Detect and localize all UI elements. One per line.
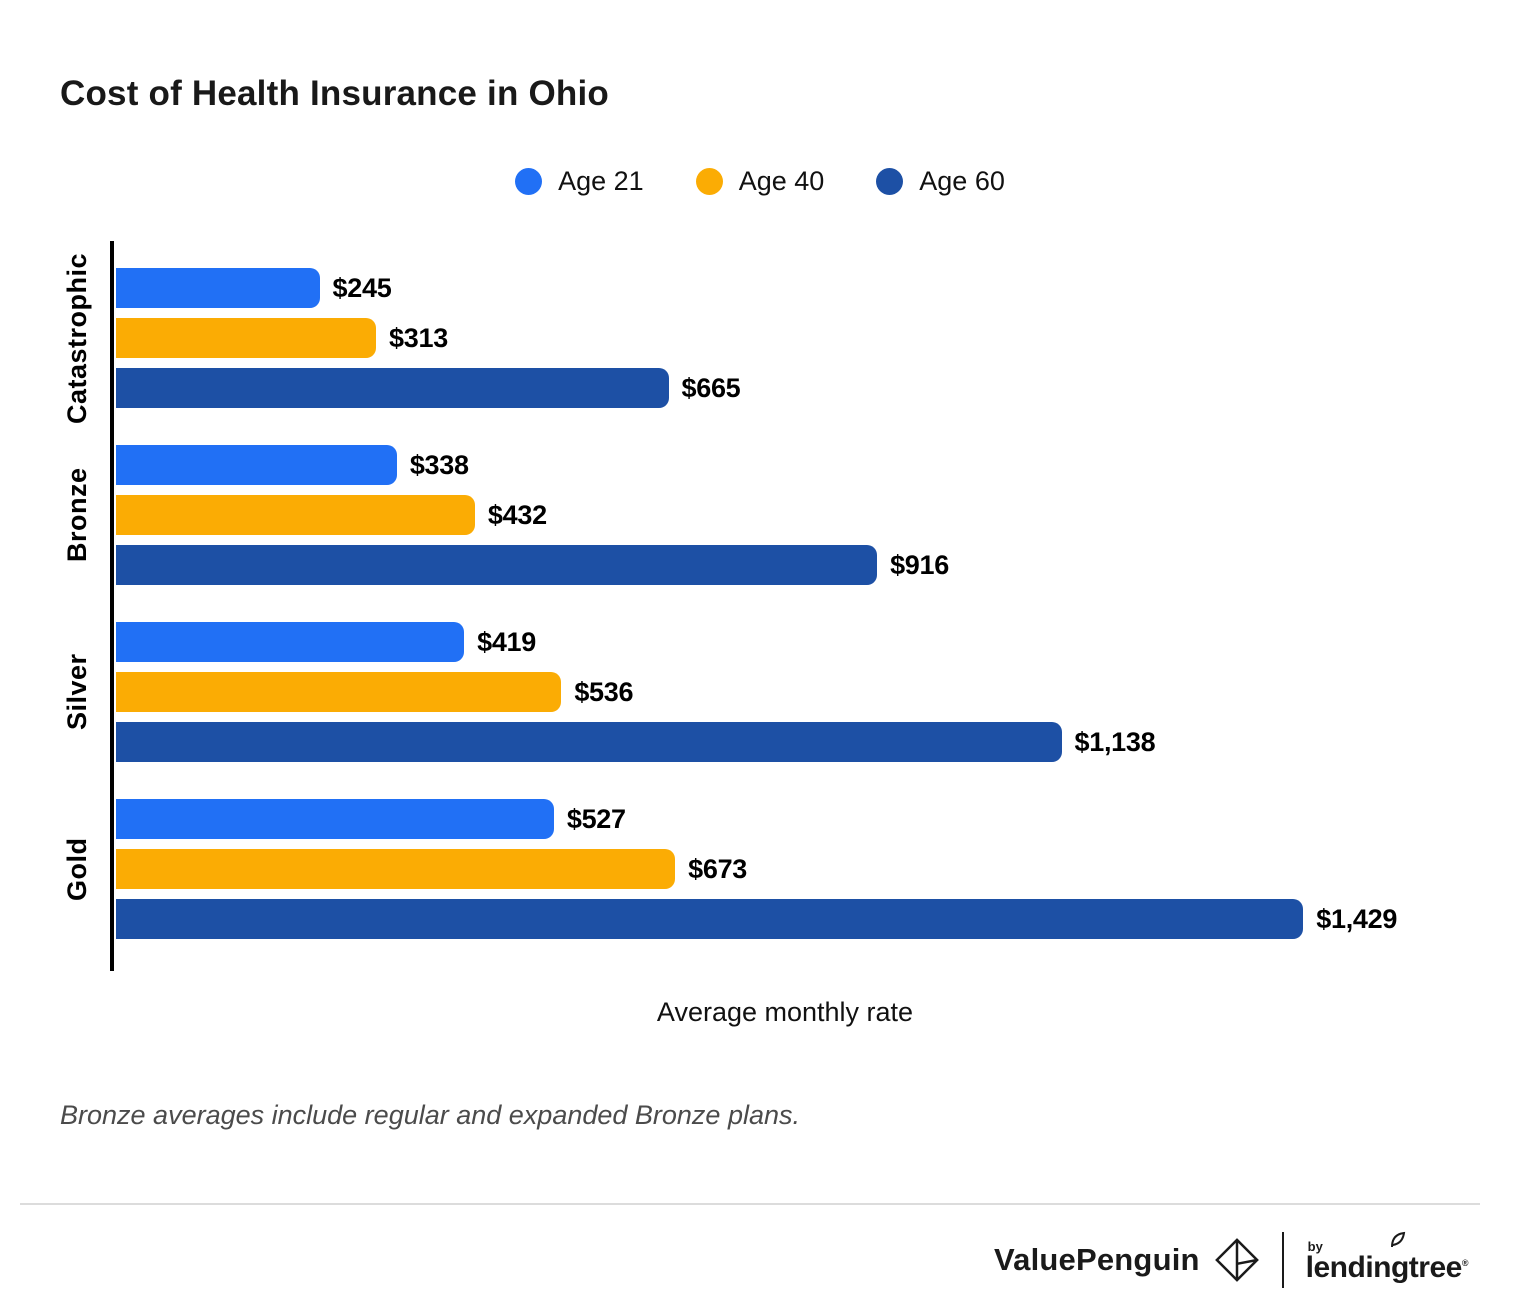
legend-label: Age 21: [558, 166, 644, 196]
bar-row: $419: [114, 622, 1460, 662]
bar-group-catastrophic: Catastrophic $245 $313 $665: [62, 252, 1460, 423]
bar-row: $527: [114, 799, 1460, 839]
bar-row: $1,429: [114, 899, 1460, 939]
bar-value-label: $665: [681, 372, 741, 403]
plot-area: Catastrophic $245 $313 $665 Bronze $338 $432 $9…: [62, 241, 1460, 971]
bar-row: $665: [114, 368, 1460, 408]
bar-value-label: $1,429: [1316, 903, 1398, 934]
bar-value-label: $916: [890, 549, 949, 580]
bar-value-label: $313: [389, 322, 448, 353]
bar-age-60: [116, 545, 878, 585]
bar-value-label: $1,138: [1074, 726, 1156, 757]
legend-item-age-60: Age 60: [876, 166, 1005, 197]
bar-group-bronze: Bronze $338 $432 $916: [62, 445, 1460, 585]
lendingtree-wordmark-text: lendingtree: [1305, 1250, 1463, 1284]
footer-separator: [1281, 1232, 1284, 1288]
footer-branding: ValuePenguin by lendingtree®: [994, 1231, 1469, 1288]
bar-value-label: $536: [574, 676, 634, 707]
bar-row: $1,138: [114, 722, 1460, 762]
bar-row: $313: [114, 318, 1460, 358]
category-label: Gold: [62, 837, 92, 901]
x-axis-label: Average monthly rate: [656, 997, 914, 1027]
bar-age-40: [116, 495, 475, 535]
legend-label: Age 40: [738, 166, 825, 196]
legend-dot-age-40-icon: [695, 168, 723, 195]
chart-title: Cost of Health Insurance in Ohio: [60, 74, 609, 113]
bar-age-40: [116, 318, 377, 358]
bar-age-60: [116, 899, 1304, 939]
legend: Age 21 Age 40 Age 60: [60, 166, 1460, 197]
valuepenguin-wordmark: ValuePenguin: [993, 1242, 1200, 1277]
legend-dot-age-60-icon: [876, 168, 904, 195]
lendingtree-by-text: by: [1307, 1238, 1323, 1254]
category-label: Catastrophic: [62, 252, 92, 424]
legend-dot-age-21-icon: [515, 168, 543, 195]
category-label: Bronze: [62, 467, 92, 563]
bar-age-21: [116, 268, 320, 308]
lendingtree-leaf-icon: [1390, 1231, 1405, 1247]
bar-value-label: $527: [566, 803, 626, 834]
footer-divider: [20, 1203, 1480, 1205]
lendingtree-wordmark: lendingtree®: [1305, 1250, 1469, 1284]
bar-row: $536: [114, 672, 1460, 712]
bar-row: $916: [114, 545, 1460, 585]
bar-age-40: [116, 672, 562, 712]
bar-value-label: $245: [332, 272, 392, 303]
lendingtree-logo: by lendingtree®: [1305, 1231, 1469, 1284]
footnote: Bronze averages include regular and expa…: [60, 1100, 800, 1130]
category-label: Silver: [62, 653, 92, 731]
bar-value-label: $432: [487, 499, 547, 530]
bar-group-silver: Silver $419 $536 $1,138: [62, 622, 1460, 762]
lendingtree-trademark: ®: [1461, 1257, 1469, 1268]
bar-age-40: [116, 849, 676, 889]
legend-item-age-21: Age 21: [515, 166, 644, 197]
bar-value-label: $419: [477, 626, 536, 657]
bar-row: $245: [114, 268, 1460, 308]
bar-value-label: $673: [688, 853, 748, 884]
bar-value-label: $338: [409, 449, 469, 480]
legend-label: Age 60: [919, 166, 1005, 196]
valuepenguin-logo: ValuePenguin: [994, 1237, 1260, 1283]
legend-item-age-40: Age 40: [695, 166, 825, 197]
bar-row: $673: [114, 849, 1460, 889]
bar-group-gold: Gold $527 $673 $1,429: [62, 799, 1460, 939]
bar-age-60: [116, 368, 669, 408]
bar-age-21: [116, 622, 465, 662]
bar-age-21: [116, 445, 397, 485]
valuepenguin-diamond-icon: [1214, 1238, 1259, 1282]
bar-chart: Catastrophic $245 $313 $665 Bronze $338 $432 $9…: [60, 241, 1460, 1028]
bar-row: $338: [114, 445, 1460, 485]
bar-age-21: [116, 799, 554, 839]
bar-age-60: [116, 722, 1062, 762]
bar-row: $432: [114, 495, 1460, 535]
